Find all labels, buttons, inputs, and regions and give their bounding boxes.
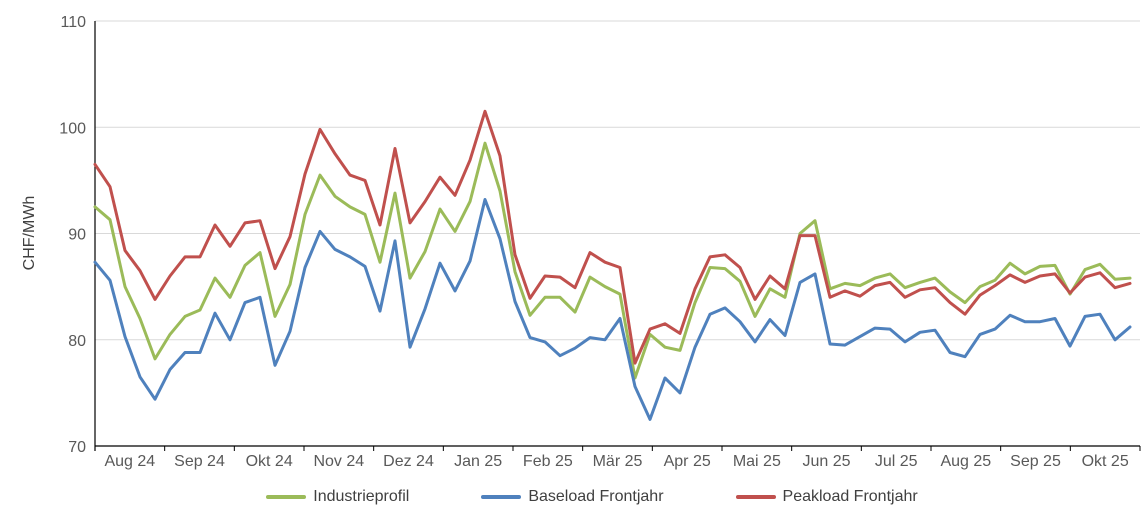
series-line-industrieprofil: [93, 141, 1132, 380]
y-tick-label: 100: [59, 120, 86, 137]
x-tick-label: Mai 25: [733, 453, 781, 470]
legend-item-industrieprofil: Industrieprofil: [266, 488, 409, 506]
legend-swatch-industrieprofil: [266, 495, 307, 499]
x-tick-label: Sep 25: [1010, 453, 1061, 470]
x-tick-label: Jul 25: [875, 453, 918, 470]
legend-label-peakload-frontjahr: Peakload Frontjahr: [782, 488, 918, 505]
y-tick-label: 90: [68, 227, 86, 244]
x-tick-label: Okt 25: [1082, 453, 1129, 470]
line-chart-canvas: 70 80 90 100 110 Aug 24 Sep 24 Okt 24 Nov 24 Dez …: [59, 14, 1141, 470]
x-tick-label: Sep 24: [174, 453, 225, 470]
legend-swatch-peakload-frontjahr: [735, 495, 776, 499]
legend-swatch-baseload-frontjahr: [481, 495, 522, 499]
series-line-peakload-frontjahr: [93, 109, 1132, 365]
legend-item-peakload-frontjahr: Peakload Frontjahr: [735, 488, 918, 506]
y-tick-label: 110: [60, 14, 86, 31]
legend-label-industrieprofil: Industrieprofil: [313, 488, 410, 505]
y-axis-title: CHF/MWh: [21, 195, 38, 271]
y-tick-label: 70: [68, 439, 86, 456]
x-tick-label: Mär 25: [593, 453, 643, 470]
legend: Industrieprofil Baseload Frontjahr Peakl…: [0, 488, 1148, 506]
x-tick-label: Okt 24: [246, 453, 293, 470]
x-tick-label: Aug 24: [104, 453, 155, 470]
legend-label-baseload-frontjahr: Baseload Frontjahr: [528, 488, 664, 505]
x-tick-label: Feb 25: [523, 453, 573, 470]
legend-item-baseload-frontjahr: Baseload Frontjahr: [481, 488, 664, 506]
x-tick-label: Nov 24: [313, 453, 364, 470]
x-tick-label: Jun 25: [802, 453, 850, 470]
x-tick-label: Apr 25: [664, 453, 711, 470]
x-tick-label: Dez 24: [383, 453, 434, 470]
x-tick-label: Jan 25: [454, 453, 502, 470]
y-tick-label: 80: [68, 333, 86, 350]
x-tick-label: Aug 25: [940, 453, 991, 470]
series-line-baseload-frontjahr: [93, 198, 1132, 421]
